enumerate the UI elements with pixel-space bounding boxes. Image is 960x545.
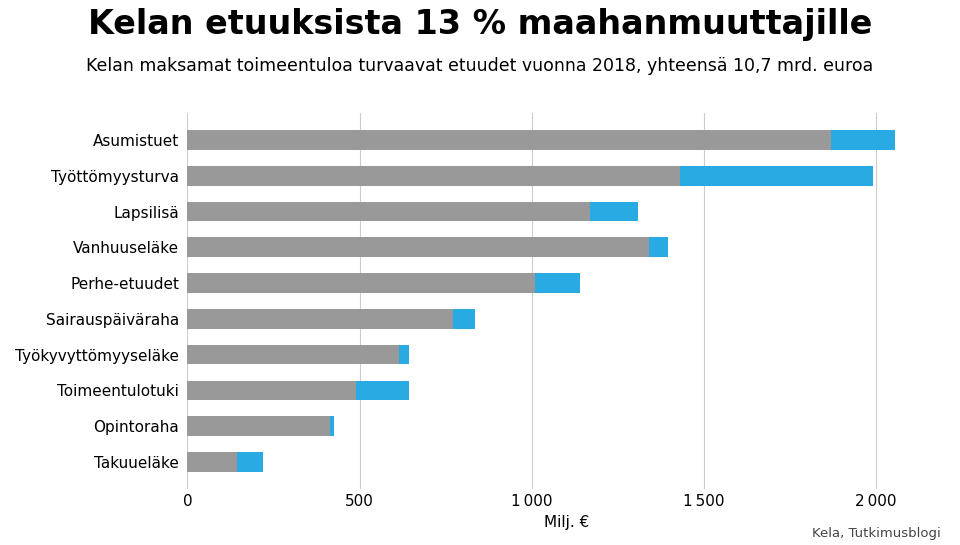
Bar [187,202,590,221]
Text: Kela, Tutkimusblogi: Kela, Tutkimusblogi [812,526,941,540]
X-axis label: Milj. €: Milj. € [543,515,588,530]
Bar [237,452,263,472]
Bar [356,380,410,400]
Text: Kelan etuuksista 13 % maahanmuuttajille: Kelan etuuksista 13 % maahanmuuttajille [87,8,873,41]
Bar [187,238,649,257]
Bar [590,202,638,221]
Text: Kelan maksamat toimeentuloa turvaavat etuudet vuonna 2018, yhteensä 10,7 mrd. eu: Kelan maksamat toimeentuloa turvaavat et… [86,57,874,75]
Bar [187,345,399,365]
Bar [330,416,334,436]
Bar [399,345,410,365]
Bar [187,452,237,472]
Bar [452,309,475,329]
Bar [187,166,680,186]
Bar [187,380,356,400]
Bar [187,309,452,329]
Bar [831,130,895,150]
Bar [187,416,330,436]
Bar [535,273,580,293]
Bar [187,130,831,150]
Bar [649,238,668,257]
Bar [680,166,873,186]
Bar [187,273,535,293]
